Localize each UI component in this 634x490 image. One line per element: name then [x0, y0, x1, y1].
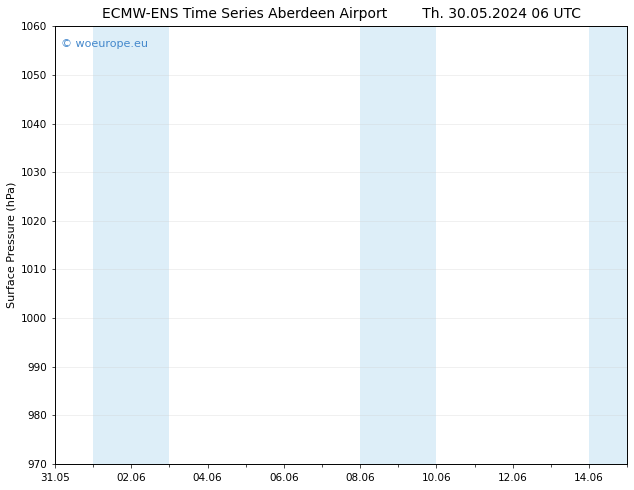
Title: ECMW-ENS Time Series Aberdeen Airport        Th. 30.05.2024 06 UTC: ECMW-ENS Time Series Aberdeen Airport Th… — [101, 7, 581, 21]
Text: © woeurope.eu: © woeurope.eu — [61, 39, 148, 49]
Bar — [360, 26, 436, 464]
Bar — [589, 26, 629, 464]
Y-axis label: Surface Pressure (hPa): Surface Pressure (hPa) — [7, 182, 17, 308]
Bar — [93, 26, 169, 464]
